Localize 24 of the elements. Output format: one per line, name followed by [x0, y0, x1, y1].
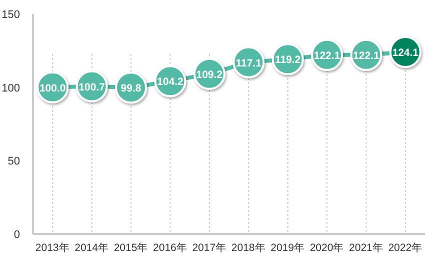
y-tick-label: 50: [8, 156, 20, 168]
data-label: 109.2: [196, 68, 223, 81]
data-label: 100.0: [39, 82, 66, 94]
x-tick-label: 2013年: [35, 242, 70, 254]
x-tick-label: 2016年: [153, 242, 188, 254]
data-label: 122.1: [314, 50, 340, 62]
y-tick-label: 150: [2, 9, 20, 21]
x-tick-label: 2022年: [388, 242, 423, 254]
x-tick-label: 2015年: [114, 242, 148, 254]
data-label: 100.7: [78, 81, 106, 94]
y-tick-label: 0: [14, 229, 20, 241]
data-label: 119.2: [274, 54, 301, 66]
data-label: 122.1: [353, 50, 380, 62]
x-tick-label: 2014年: [74, 242, 109, 254]
y-tick-label: 100: [2, 82, 20, 94]
x-tick-label: 2019年: [270, 242, 305, 254]
data-label: 99.8: [120, 82, 142, 95]
data-label: 104.2: [157, 76, 184, 88]
x-tick-label: 2020年: [310, 242, 344, 254]
x-tick-label: 2017年: [192, 242, 227, 254]
data-label: 124.1: [392, 46, 419, 59]
data-label: 117.1: [236, 57, 262, 70]
x-tick-label: 2018年: [231, 242, 266, 254]
x-tick-label: 2021年: [349, 242, 384, 254]
